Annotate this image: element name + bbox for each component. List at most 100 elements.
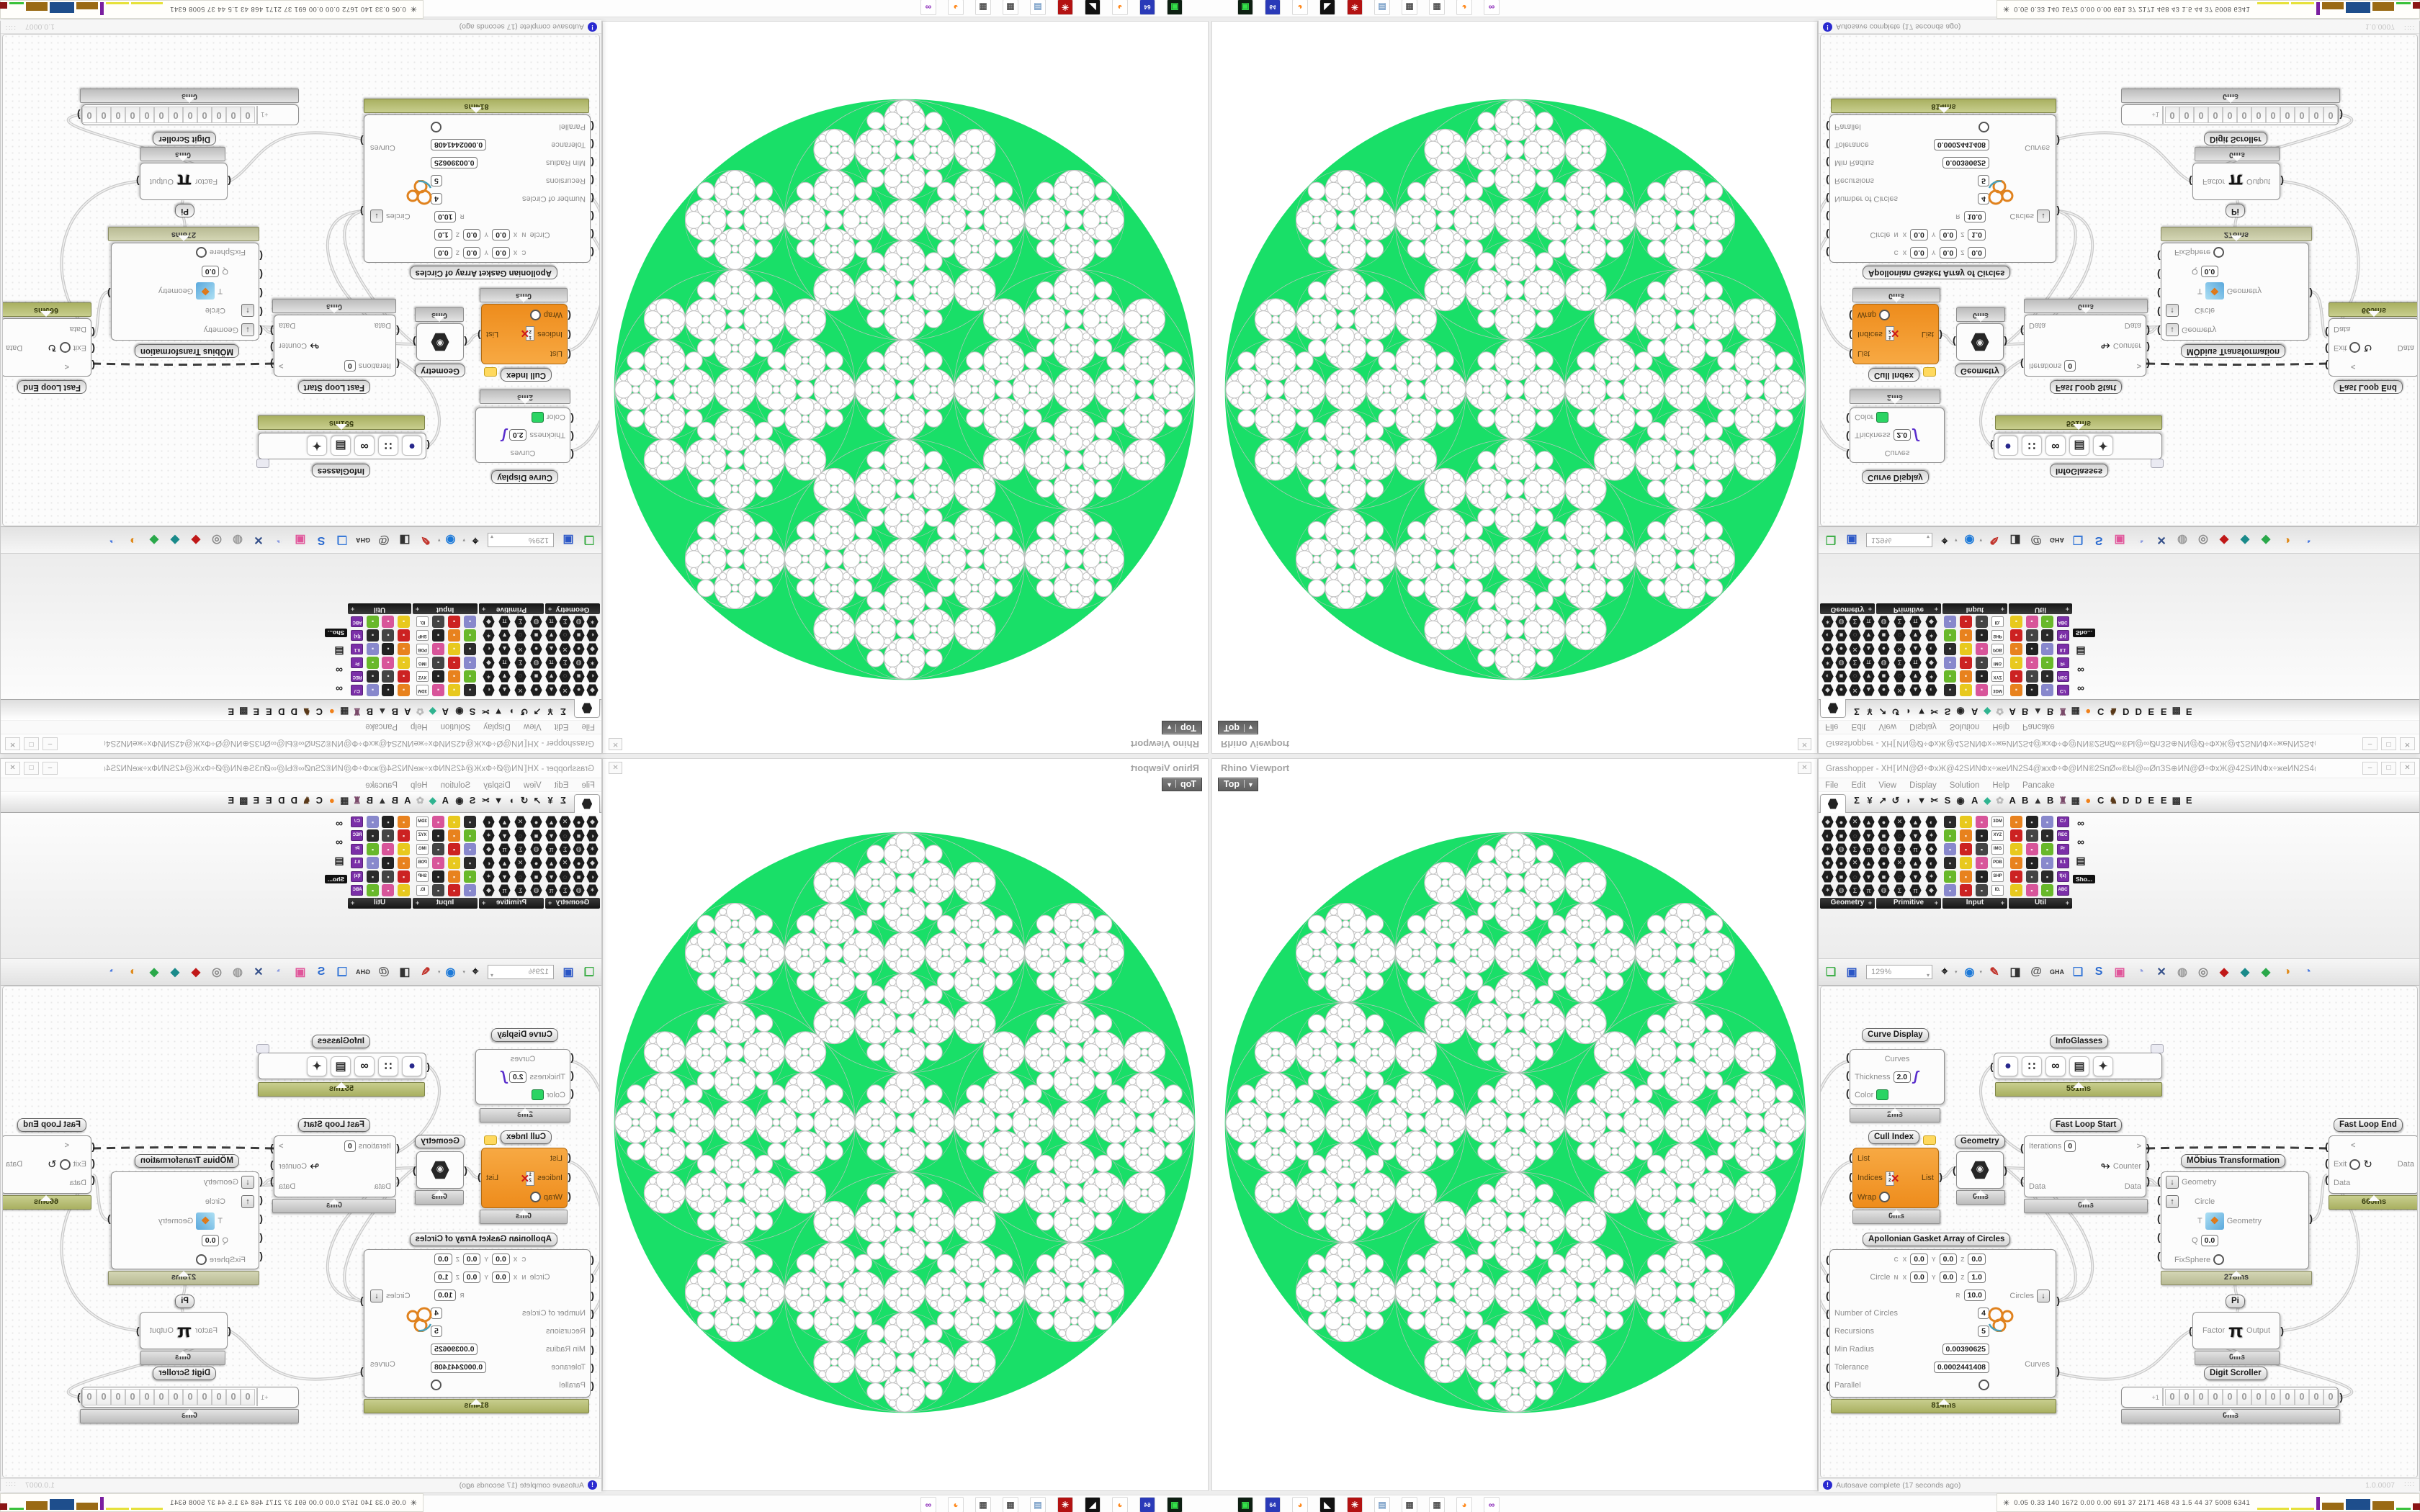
component-icon[interactable]: ▪: [448, 684, 460, 696]
tab-plugin-5[interactable]: ▲: [2033, 706, 2043, 717]
component-icon[interactable]: π: [1909, 884, 1922, 896]
component-icon[interactable]: ◍: [573, 884, 585, 896]
component-icon[interactable]: ●: [530, 857, 542, 869]
component-icon[interactable]: ▪: [398, 616, 410, 628]
tab-plugin-0[interactable]: A: [442, 795, 449, 806]
floppy64-app-icon[interactable]: 64: [1265, 1497, 1281, 1512]
ball-orange-icon[interactable]: ◑: [130, 534, 137, 546]
digit-cell-9[interactable]: 0: [2295, 1389, 2309, 1405]
component-tag-icon[interactable]: PDB: [1991, 858, 2004, 868]
firefox-app-icon[interactable]: ◕: [1292, 0, 1308, 15]
component-tag-icon[interactable]: XYZ: [1991, 830, 2004, 841]
flatten-icon[interactable]: ↓: [370, 210, 383, 222]
sketch-icon[interactable]: ✎: [421, 966, 431, 978]
component-icon[interactable]: ▪: [1944, 884, 1956, 896]
component-icon[interactable]: ■: [530, 870, 542, 883]
component-icon[interactable]: ●: [573, 684, 585, 696]
component-icon[interactable]: ✕: [514, 643, 526, 655]
component-icon[interactable]: ▼: [545, 670, 557, 683]
component-tag-icon[interactable]: Pr: [2056, 844, 2069, 855]
min-radius-value[interactable]: 0.00390625: [1942, 157, 1989, 169]
component-icon[interactable]: XYZ: [416, 670, 429, 683]
component-icon[interactable]: ◐: [586, 670, 599, 683]
menu-item-view[interactable]: View: [1878, 722, 1897, 731]
console-app-icon[interactable]: ▣: [1237, 1497, 1253, 1512]
tab-plugin-11[interactable]: ♞: [2109, 706, 2118, 717]
menu-item-help[interactable]: Help: [1992, 722, 2010, 731]
goggles-icon-0[interactable]: ∞: [336, 683, 343, 695]
component-icon[interactable]: ▲: [545, 684, 557, 696]
chevron-down-icon[interactable]: ▾: [437, 537, 441, 542]
component-icon[interactable]: ▲: [498, 643, 511, 655]
component-icon[interactable]: ▪: [1944, 684, 1956, 696]
component-icon[interactable]: ▪: [2041, 829, 2053, 842]
component-icon[interactable]: ◐: [1925, 857, 1937, 869]
flatten-icon[interactable]: ↓: [241, 323, 254, 337]
component-icon[interactable]: ▼: [545, 629, 557, 642]
node-label[interactable]: Cull Index: [501, 1130, 552, 1144]
component-icon[interactable]: π: [1909, 616, 1922, 628]
spray-icon[interactable]: ◨: [2009, 966, 2021, 978]
menu-item-pancake[interactable]: Pancake: [2022, 781, 2055, 790]
min-radius-value[interactable]: 0.00390625: [431, 157, 478, 169]
component-icon[interactable]: ◌: [1894, 629, 1906, 642]
palette-dropdown-icon[interactable]: +: [548, 899, 552, 906]
gh-canvas[interactable]: Curve Display ((( Curves Thickness 2.0 ʃ C…: [1820, 34, 2418, 526]
parallel-toggle[interactable]: [1978, 1380, 1989, 1390]
node-pi[interactable]: () Factor π Output: [136, 163, 231, 200]
node-label[interactable]: Pi: [175, 1295, 194, 1308]
infoglasses-button-4[interactable]: ✦: [307, 436, 327, 456]
save-file-icon[interactable]: ▣: [563, 534, 574, 546]
tab-plugin-2[interactable]: ✿: [416, 706, 424, 717]
infoglasses-button-4[interactable]: ✦: [2093, 1056, 2113, 1076]
goggles-icon-1[interactable]: ∞: [2077, 665, 2084, 676]
red-gear-app-icon[interactable]: ✳: [1057, 0, 1073, 15]
node-label[interactable]: Fast Loop Start: [297, 1118, 370, 1132]
tab-params[interactable]: [574, 698, 600, 718]
menu-item-pancake[interactable]: Pancake: [365, 781, 398, 790]
component-icon[interactable]: ▲: [545, 816, 557, 828]
gem-red-icon[interactable]: ◆: [2219, 534, 2229, 546]
component-tag-icon[interactable]: C:/: [351, 685, 364, 696]
component-icon[interactable]: ▪: [432, 657, 444, 669]
r-value[interactable]: 10.0: [1963, 1289, 1986, 1301]
digit-cell-6[interactable]: 0: [2251, 107, 2266, 123]
component-icon[interactable]: ▲: [1909, 643, 1922, 655]
palette-dropdown-icon[interactable]: +: [1868, 606, 1872, 613]
chevron-down-icon[interactable]: ▾: [462, 537, 465, 542]
component-icon[interactable]: ◌: [514, 870, 526, 883]
digit-cell-2[interactable]: 0: [2194, 107, 2208, 123]
sketch-icon[interactable]: ✎: [421, 534, 431, 546]
component-tag-icon[interactable]: C:/: [351, 816, 364, 827]
component-icon[interactable]: Σ: [1894, 657, 1906, 669]
component-icon[interactable]: ◐: [483, 816, 495, 828]
tab-icon-5[interactable]: ▼: [1917, 795, 1927, 806]
node-label[interactable]: Fast Loop Start: [2050, 380, 2123, 394]
maze-app-icon[interactable]: ▦: [1402, 0, 1417, 15]
component-icon[interactable]: ▪: [448, 670, 460, 683]
digit-cell-3[interactable]: 0: [2208, 1389, 2223, 1405]
component-icon[interactable]: ▪: [2025, 643, 2038, 655]
node-fast-loop-end[interactable]: ((( ) < Exit↻Data Data: [2, 1135, 95, 1194]
component-icon[interactable]: ✶: [483, 670, 495, 683]
component-tag-icon[interactable]: ID.: [1991, 616, 2004, 627]
component-icon[interactable]: ●: [573, 857, 585, 869]
preview-eye-icon[interactable]: ◉: [1964, 534, 1975, 546]
component-tag-icon[interactable]: ABC: [2056, 616, 2069, 627]
node-label[interactable]: MÖbius Transformation: [2181, 344, 2286, 358]
scroller-plus[interactable]: +1: [261, 111, 269, 119]
palette-footer[interactable]: Primitive +: [479, 603, 544, 614]
spray-icon[interactable]: ◨: [399, 534, 411, 546]
component-icon[interactable]: ◌: [514, 670, 526, 683]
component-icon[interactable]: ▪: [2025, 857, 2038, 869]
palette-dropdown-icon[interactable]: +: [548, 606, 552, 613]
component-tag-icon[interactable]: 0.1: [351, 644, 364, 654]
console-app-icon[interactable]: ▣: [1237, 0, 1253, 15]
menu-item-file[interactable]: File: [1825, 722, 1839, 731]
gha-icon[interactable]: GHA: [2050, 968, 2065, 976]
goggles-app-icon[interactable]: ∞: [920, 0, 936, 15]
component-icon[interactable]: ■: [1878, 829, 1890, 842]
component-icon[interactable]: ✕: [559, 816, 571, 828]
component-tag-icon[interactable]: REC: [351, 830, 364, 841]
